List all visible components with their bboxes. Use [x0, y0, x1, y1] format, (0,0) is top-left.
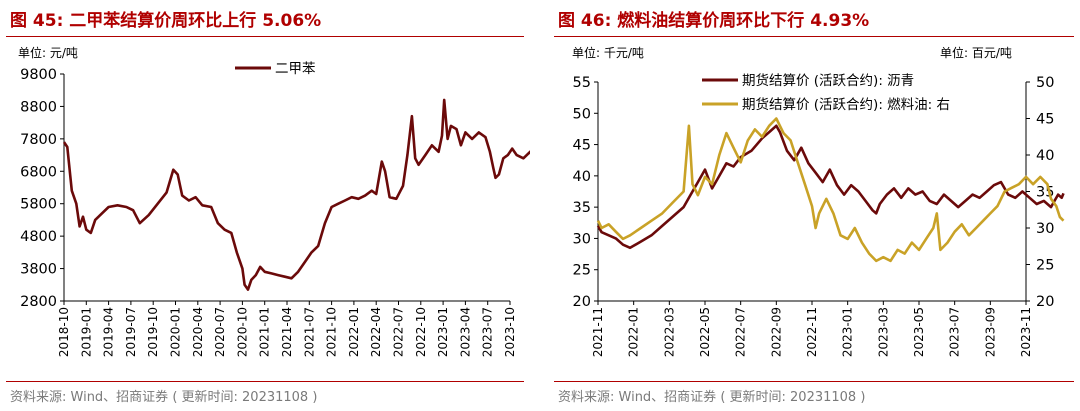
- x-tick-label: 2022-07: [734, 307, 748, 357]
- x-tick-label: 2022-05: [698, 307, 712, 357]
- y-tick-label: 5800: [20, 197, 57, 213]
- x-tick-label: 2023-11: [1019, 307, 1033, 357]
- x-tick-label: 2021-04: [280, 307, 294, 357]
- x-tick-label: 2023-10: [503, 307, 517, 357]
- series-line-2: [596, 117, 1065, 263]
- y-tick-label-right: 20: [1036, 294, 1054, 310]
- x-tick-label: 2022-03: [662, 307, 676, 357]
- y-tick-label-right: 30: [1036, 221, 1054, 237]
- chart-title: 图 46: 燃料油结算价周环比下行 4.93%: [558, 11, 870, 31]
- source-note: 资料来源: Wind、招商证券 ( 更新时间: 20231108 ): [558, 390, 866, 405]
- legend-label: 期货结算价 (活跃合约): 燃料油: 右: [742, 96, 950, 113]
- x-tick-label: 2018-10: [57, 307, 71, 357]
- x-tick-label: 2020-04: [191, 307, 205, 357]
- title-rule: [6, 36, 524, 37]
- y-tick-label: 6800: [20, 164, 57, 180]
- x-tick-label: 2022-11: [805, 307, 819, 357]
- chart-panel-fuel-oil: 图 46: 燃料油结算价周环比下行 4.93% 单位: 千元/吨 单位: 百元/…: [548, 0, 1080, 411]
- chart-panel-xylene: 图 45: 二甲苯结算价周环比上行 5.06% 单位: 元/吨 9800 8800…: [0, 0, 530, 411]
- x-tick-label: 2023-01: [436, 307, 450, 357]
- x-tick-label: 2022-07: [392, 307, 406, 357]
- y-tick-label-right: 45: [1036, 112, 1054, 128]
- y-tick-label-right: 40: [1036, 148, 1054, 164]
- y-tick-label: 35: [573, 200, 591, 216]
- y-tick-label: 4800: [20, 229, 57, 245]
- title-rule: [554, 36, 1074, 37]
- y-tick-label: 40: [573, 169, 591, 185]
- y-tick-label: 7800: [20, 132, 57, 148]
- y-tick-label: 3800: [20, 262, 57, 278]
- x-tick-label: 2023-05: [912, 307, 926, 357]
- x-tick-label: 2022-10: [414, 307, 428, 357]
- x-tick-label: 2021-11: [591, 307, 605, 357]
- x-tick-label: 2023-01: [841, 307, 855, 357]
- x-tick-label: 2020-10: [235, 307, 249, 357]
- y-tick-label: 8800: [20, 99, 57, 115]
- x-tick-label: 2023-07: [481, 307, 495, 357]
- x-tick-label: 2020-07: [213, 307, 227, 357]
- y-tick-label: 25: [573, 263, 591, 279]
- y-tick-label: 9800: [20, 67, 57, 83]
- x-tick-label: 2023-04: [458, 307, 472, 357]
- y-tick-label: 2800: [20, 294, 57, 310]
- x-tick-label: 2019-07: [124, 307, 138, 357]
- series-line-1: [596, 124, 1065, 250]
- x-tick-label: 2021-07: [302, 307, 316, 357]
- unit-label-right: 单位: 百元/吨: [940, 46, 1012, 60]
- source-note: 资料来源: Wind、招商证券 ( 更新时间: 20231108 ): [10, 390, 318, 405]
- x-tick-label: 2019-04: [102, 307, 116, 357]
- y-tick-label: 55: [573, 75, 591, 91]
- series-line-1: [62, 98, 530, 291]
- x-tick-label: 2019-01: [79, 307, 93, 357]
- legend-label: 二甲苯: [275, 61, 316, 77]
- x-tick-label: 2021-01: [258, 307, 272, 357]
- x-tick-label: 2022-01: [347, 307, 361, 357]
- unit-label: 单位: 元/吨: [18, 46, 78, 60]
- x-tick-label: 2022-01: [627, 307, 641, 357]
- x-tick-label: 2023-07: [948, 307, 962, 357]
- y-tick-label-right: 50: [1036, 75, 1054, 91]
- x-tick-label: 2022-09: [769, 307, 783, 357]
- legend-label: 期货结算价 (活跃合约): 沥青: [742, 72, 914, 89]
- x-tick-label: 2019-10: [146, 307, 160, 357]
- y-tick-label: 20: [573, 294, 591, 310]
- chart-title: 图 45: 二甲苯结算价周环比上行 5.06%: [10, 11, 322, 31]
- y-tick-label: 45: [573, 138, 591, 154]
- x-tick-label: 2022-04: [369, 307, 383, 357]
- y-tick-label: 50: [573, 106, 591, 122]
- x-tick-label: 2023-09: [983, 307, 997, 357]
- x-tick-label: 2020-01: [169, 307, 183, 357]
- x-tick-label: 2021-10: [325, 307, 339, 357]
- y-tick-label-right: 25: [1036, 258, 1054, 274]
- source-rule: [554, 381, 1074, 382]
- x-tick-label: 2023-03: [876, 307, 890, 357]
- unit-label-left: 单位: 千元/吨: [572, 46, 644, 60]
- source-rule: [6, 381, 524, 382]
- y-tick-label: 30: [573, 231, 591, 247]
